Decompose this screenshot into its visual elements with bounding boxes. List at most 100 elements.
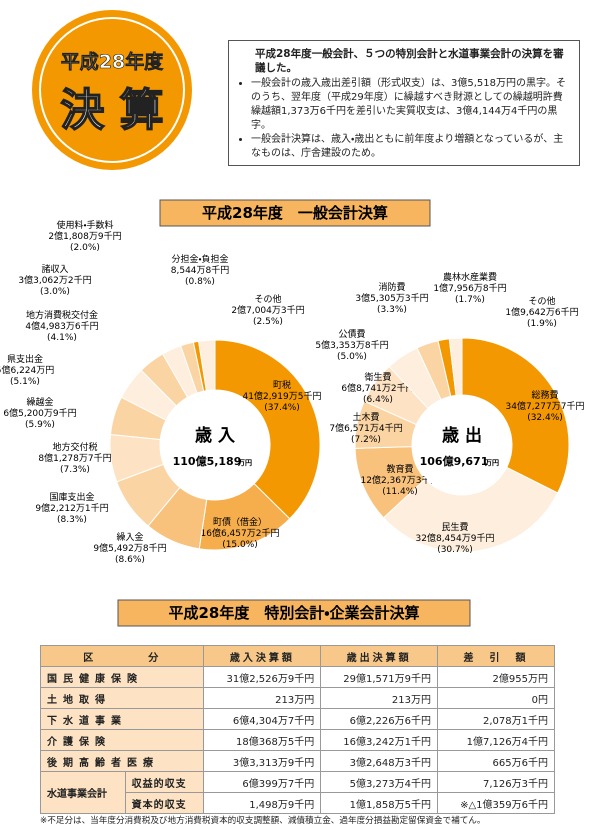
segment-name: その他 xyxy=(254,293,281,305)
segment-percent: (1.9%) xyxy=(527,319,557,329)
segment-amount: 1億7,956万8千円 xyxy=(433,282,506,294)
segment-name: 土木費 xyxy=(352,411,379,423)
donut-hole xyxy=(161,391,269,499)
section-box xyxy=(117,599,471,627)
badge-ring xyxy=(39,17,185,163)
segment-name: 衛生費 xyxy=(364,371,391,383)
bullet: 一般会計決算は、歳入・歳出ともに前年度より増額となっているが、主なものは、庁舎建… xyxy=(251,133,571,161)
segment-percent: (37.4%) xyxy=(264,403,300,413)
segment-name: その他 xyxy=(528,295,555,307)
segment-amount: 6億5,200万9千円 xyxy=(3,407,76,419)
segment-amount: 7億6,571万4千円 xyxy=(329,422,402,434)
badge-year: 平成28年度 xyxy=(61,50,164,73)
donut-hole xyxy=(413,396,511,494)
cell: 3億3,313万9千円 xyxy=(203,750,322,772)
segment-amount: 34億7,277万7千円 xyxy=(506,400,585,412)
segment-percent: (15.0%) xyxy=(222,540,258,550)
segment-name: 町債（借金） xyxy=(213,516,267,528)
segment-amount: 8,544万8千円 xyxy=(171,265,230,276)
special-table: 区 分歳入決算額 歳出決算額差 引 額国民健康保険 31億2,526万9千円 29億1… xyxy=(39,645,556,814)
cell: 7,126万3千円 xyxy=(436,771,556,793)
cell: 3億2,648万3千円 xyxy=(320,750,438,772)
segment-name: 県支出金 xyxy=(7,353,43,365)
cell: 資本的収支 xyxy=(124,792,205,814)
table-row: 区 分歳入決算額 歳出決算額差 引 額 xyxy=(39,645,556,667)
center-label: 歳 入 xyxy=(195,425,235,446)
cell: 2億955万円 xyxy=(436,666,556,688)
section-title: 平成28年度 特別会計・企業会計決算 xyxy=(169,604,420,622)
segment-name: 繰越金 xyxy=(26,396,53,408)
segment-amount: 5億6,224万円 xyxy=(0,364,54,376)
segment-amount: 3億3,062万2千円 xyxy=(18,274,91,286)
segment-percent: (32.4%) xyxy=(527,413,563,423)
segment-amount: 12億2,367万3千円 xyxy=(361,474,440,486)
cell: 下水道事業 xyxy=(39,708,205,730)
segment-amount: 16億6,457万2千円 xyxy=(201,527,280,539)
cell: 1億7,126万4千円 xyxy=(436,729,556,751)
segment-name: 町税 xyxy=(273,379,291,391)
center-unit: 万円 xyxy=(237,459,252,467)
cell: 6億4,304万7千円 xyxy=(203,708,322,730)
cell: 665万6千円 xyxy=(436,750,556,772)
segment-percent: (30.7%) xyxy=(437,545,473,555)
badge-title: 決 算 xyxy=(60,85,163,136)
cell: 0円 xyxy=(436,687,556,709)
cell: 5億3,273万4千円 xyxy=(320,771,438,793)
table-row: 資本的収支 1,498万9千円 1億1,858万5千円 ※△1億359万6千円 xyxy=(41,792,556,814)
segment-name: 分担金・負担金 xyxy=(171,253,228,265)
cell: ※△1億359万6千円 xyxy=(436,792,556,814)
donut-segment xyxy=(382,466,559,553)
segment-amount: 9億2,212万1千円 xyxy=(35,502,108,514)
table-row: 下水道事業 6億4,304万7千円 6億2,226万6千円 2,078万1千円 xyxy=(39,708,556,730)
segment-amount: 2億7,004万3千円 xyxy=(231,304,304,316)
cell: 6億399万7千円 xyxy=(203,771,322,793)
segment-amount: 4億4,983万6千円 xyxy=(25,320,98,332)
segment-amount: 1億9,642万6千円 xyxy=(505,306,578,318)
donut-segment xyxy=(448,337,463,396)
segment-percent: (5.1%) xyxy=(10,377,40,387)
segment-name: 地方交付税 xyxy=(52,441,97,453)
segment-amount: 8億1,278万7千円 xyxy=(38,452,111,464)
cell: 水道事業会計 xyxy=(40,771,126,814)
segment-name: 総務費 xyxy=(531,389,558,401)
cell: 土地取得 xyxy=(39,687,205,709)
section-title: 平成28年度 一般会計決算 xyxy=(202,204,388,222)
segment-percent: (5.0%) xyxy=(337,352,367,362)
segment-name: 消防費 xyxy=(378,281,405,293)
cell: 29億1,571万9千円 xyxy=(320,666,438,688)
cell: 31億2,526万9千円 xyxy=(203,666,322,688)
segment-amount: 5億3,353万8千円 xyxy=(315,339,388,351)
segment-amount: 6億8,741万2千円 xyxy=(341,382,414,394)
bullet: 一般会計の歳入歳出差引額（形式収支）は、3億5,518万円の黒字。そのうち、翌年… xyxy=(251,77,571,133)
badge xyxy=(32,10,192,170)
donut-segment xyxy=(214,339,321,520)
donut-segment xyxy=(198,339,216,392)
intro-box: 平成28年度一般会計、５つの特別会計と水道事業会計の決算を審議した。 一般会計の… xyxy=(228,40,580,166)
footnote: ※不足分は、当年度分消費税及び地方消費税資本的収支調整額、減債積立金、過年度分損… xyxy=(40,816,486,826)
table-row: 後期高齢者医療 3億3,313万9千円 3億2,648万3千円 665万6千円 xyxy=(39,750,556,772)
segment-name: 農林水産業費 xyxy=(443,271,497,283)
segment-percent: (4.1%) xyxy=(47,333,77,343)
cell: 介護保険 xyxy=(39,729,205,751)
bullet-list: 一般会計の歳入歳出差引額（形式収支）は、3億5,518万円の黒字。そのうち、翌年… xyxy=(237,77,571,161)
cell: 後期高齢者医療 xyxy=(39,750,205,772)
center-label: 歳 出 xyxy=(442,425,482,446)
segment-percent: (7.3%) xyxy=(60,465,90,475)
segment-percent: (7.2%) xyxy=(351,435,381,445)
segment-percent: (2.5%) xyxy=(253,317,283,327)
table-row: 土地取得 213万円 213万円 0円 xyxy=(39,687,556,709)
segment-percent: (1.7%) xyxy=(455,295,485,305)
segment-amount: 9億5,492万8千円 xyxy=(93,542,166,554)
segment-name: 民生費 xyxy=(441,521,468,533)
cell: 16億3,242万1千円 xyxy=(320,729,438,751)
cell: 18億368万5千円 xyxy=(203,729,322,751)
segment-name: 諸収入 xyxy=(41,263,68,275)
table-row: 水道事業会計 収益的収支 6億399万7千円 5億3,273万4千円 7,126万3千円 xyxy=(40,771,556,814)
table-row: 介護保険 18億368万5千円 16億3,242万1千円 1億7,126万4千円 xyxy=(39,729,556,751)
header-cell: 差 引 額 xyxy=(436,645,556,667)
lead: 平成28年度一般会計、５つの特別会計と水道事業会計の決算を審議した。 xyxy=(255,48,564,74)
segment-percent: (8.6%) xyxy=(115,555,145,565)
center-total: 106億9,671 xyxy=(420,454,489,468)
segment-name: 使用料・手数料 xyxy=(56,219,113,231)
